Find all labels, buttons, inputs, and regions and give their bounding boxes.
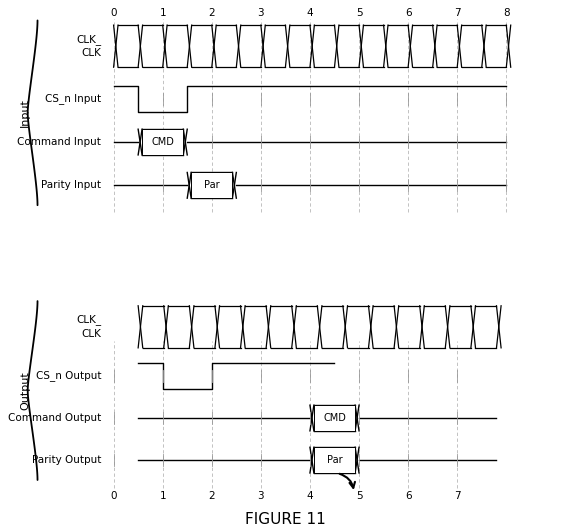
Text: 6: 6 [405, 490, 411, 500]
Text: 1: 1 [159, 490, 166, 500]
Text: CLK: CLK [81, 48, 102, 58]
Text: CMD: CMD [151, 137, 174, 147]
Text: Command Input: Command Input [17, 137, 102, 147]
Text: FIGURE 11: FIGURE 11 [245, 511, 326, 525]
Text: 0: 0 [111, 8, 117, 18]
Text: 7: 7 [454, 490, 461, 500]
Text: CLK: CLK [81, 329, 102, 339]
Text: 6: 6 [405, 8, 411, 18]
Bar [314, 405, 355, 431]
Text: Parity Output: Parity Output [32, 455, 102, 465]
Text: Input: Input [20, 98, 30, 127]
Text: CLK_: CLK_ [76, 34, 102, 45]
Text: CS_n Output: CS_n Output [36, 371, 102, 381]
Bar [142, 129, 183, 155]
Text: 5: 5 [356, 490, 362, 500]
Text: CMD: CMD [323, 413, 346, 423]
Text: 5: 5 [356, 8, 362, 18]
Text: 3: 3 [257, 8, 264, 18]
Text: 4: 4 [307, 8, 313, 18]
Text: 2: 2 [209, 8, 215, 18]
Text: Parity Input: Parity Input [42, 180, 102, 191]
Text: CLK_: CLK_ [76, 314, 102, 326]
Text: 7: 7 [454, 8, 461, 18]
Text: 3: 3 [257, 490, 264, 500]
Text: 8: 8 [503, 8, 509, 18]
Text: Par: Par [327, 455, 342, 465]
Text: 2: 2 [209, 490, 215, 500]
Text: 0: 0 [111, 490, 117, 500]
Text: 1: 1 [159, 8, 166, 18]
Text: CS_n Input: CS_n Input [45, 93, 102, 104]
Bar [191, 172, 232, 198]
Bar [314, 447, 355, 473]
Text: Command Output: Command Output [8, 413, 102, 423]
Text: Par: Par [204, 180, 219, 191]
Text: 4: 4 [307, 490, 313, 500]
Text: Output: Output [20, 371, 30, 410]
